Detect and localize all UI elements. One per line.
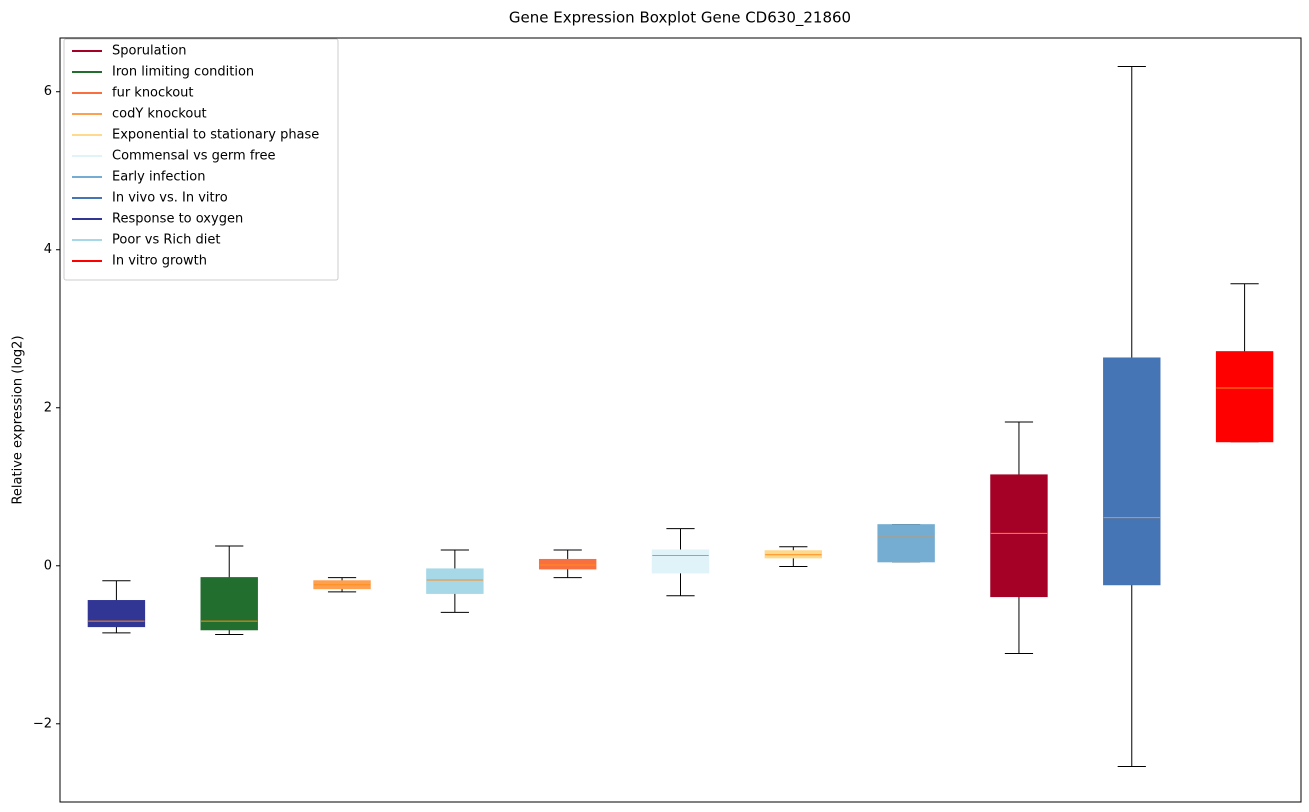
box — [87, 600, 146, 628]
y-tick-label: −2 — [33, 716, 52, 731]
y-tick-label: 6 — [44, 84, 52, 99]
plot-frame — [59, 37, 1302, 803]
box-group — [1215, 283, 1274, 443]
box-group — [538, 549, 597, 579]
box — [1103, 357, 1161, 586]
box — [877, 524, 935, 563]
box — [426, 568, 484, 594]
box — [200, 577, 258, 631]
box-group — [1103, 65, 1161, 767]
box — [990, 474, 1048, 598]
chart-title: Gene Expression Boxplot Gene CD630_21860 — [509, 9, 851, 28]
box-group — [764, 546, 823, 568]
legend-label: Poor vs Rich diet — [112, 233, 220, 248]
legend-label: Early infection — [112, 170, 205, 185]
y-tick-label: 0 — [44, 558, 52, 573]
box — [651, 549, 710, 574]
box-group — [313, 577, 371, 593]
box-group — [200, 545, 258, 636]
box-group — [87, 580, 146, 634]
legend-label: Iron limiting condition — [112, 65, 254, 80]
legend-label: Sporulation — [112, 44, 187, 59]
legend-label: In vivo vs. In vitro — [112, 191, 228, 206]
y-tick-label: 4 — [44, 242, 52, 257]
box-group — [990, 421, 1048, 654]
legend-label: fur knockout — [112, 86, 194, 101]
legend-label: Exponential to stationary phase — [112, 128, 319, 143]
legend-label: Response to oxygen — [112, 212, 243, 227]
box-group — [877, 524, 935, 563]
y-tick-label: 2 — [44, 400, 52, 415]
box-group — [651, 528, 710, 597]
box — [1215, 351, 1274, 443]
legend-label: Commensal vs germ free — [112, 149, 275, 164]
box-group — [426, 549, 484, 613]
y-axis-label: Relative expression (log2) — [11, 335, 26, 504]
legend-label: In vitro growth — [112, 254, 207, 269]
legend-label: codY knockout — [112, 107, 207, 122]
box — [538, 558, 597, 570]
legend-frame — [63, 38, 339, 281]
